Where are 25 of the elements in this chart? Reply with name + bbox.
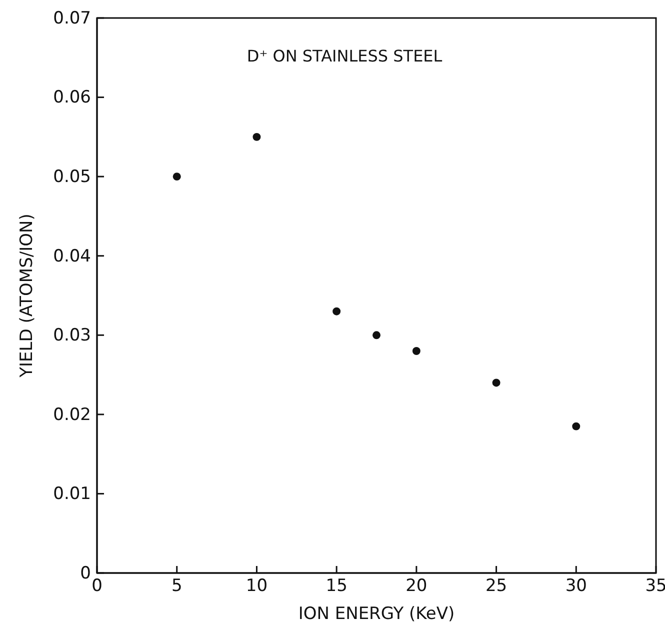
x-tick-label: 5 bbox=[171, 576, 182, 596]
y-tick-label: 0.03 bbox=[53, 326, 91, 346]
y-tick-label: 0.07 bbox=[53, 8, 91, 28]
y-tick-label: 0 bbox=[80, 563, 91, 584]
point bbox=[172, 172, 181, 181]
x-tick-label: 35 bbox=[645, 576, 665, 596]
point bbox=[372, 331, 380, 340]
annotation: D⁺ ON STAINLESS STEEL bbox=[246, 46, 442, 66]
y-tick-label: 0.01 bbox=[53, 484, 91, 504]
point bbox=[252, 132, 261, 141]
y-tick-label: 0.02 bbox=[53, 404, 91, 425]
point bbox=[332, 307, 341, 316]
y-tick-label: 0.06 bbox=[53, 88, 91, 108]
x-tick-label: 30 bbox=[565, 576, 587, 596]
x-tick-label: 20 bbox=[406, 576, 428, 596]
x-axis-title: ION ENERGY (KeV) bbox=[298, 604, 455, 624]
x-tick-label: 10 bbox=[246, 576, 268, 596]
y-axis-title: YIELD (ATOMS/ION) bbox=[17, 214, 37, 378]
x-tick-label: 15 bbox=[326, 576, 348, 596]
x-tick-label: 25 bbox=[485, 576, 508, 596]
point bbox=[492, 378, 500, 387]
point bbox=[572, 422, 580, 430]
point bbox=[412, 347, 420, 355]
y-tick-label: 0.04 bbox=[53, 246, 91, 266]
y-tick-label: 0.05 bbox=[53, 167, 91, 188]
